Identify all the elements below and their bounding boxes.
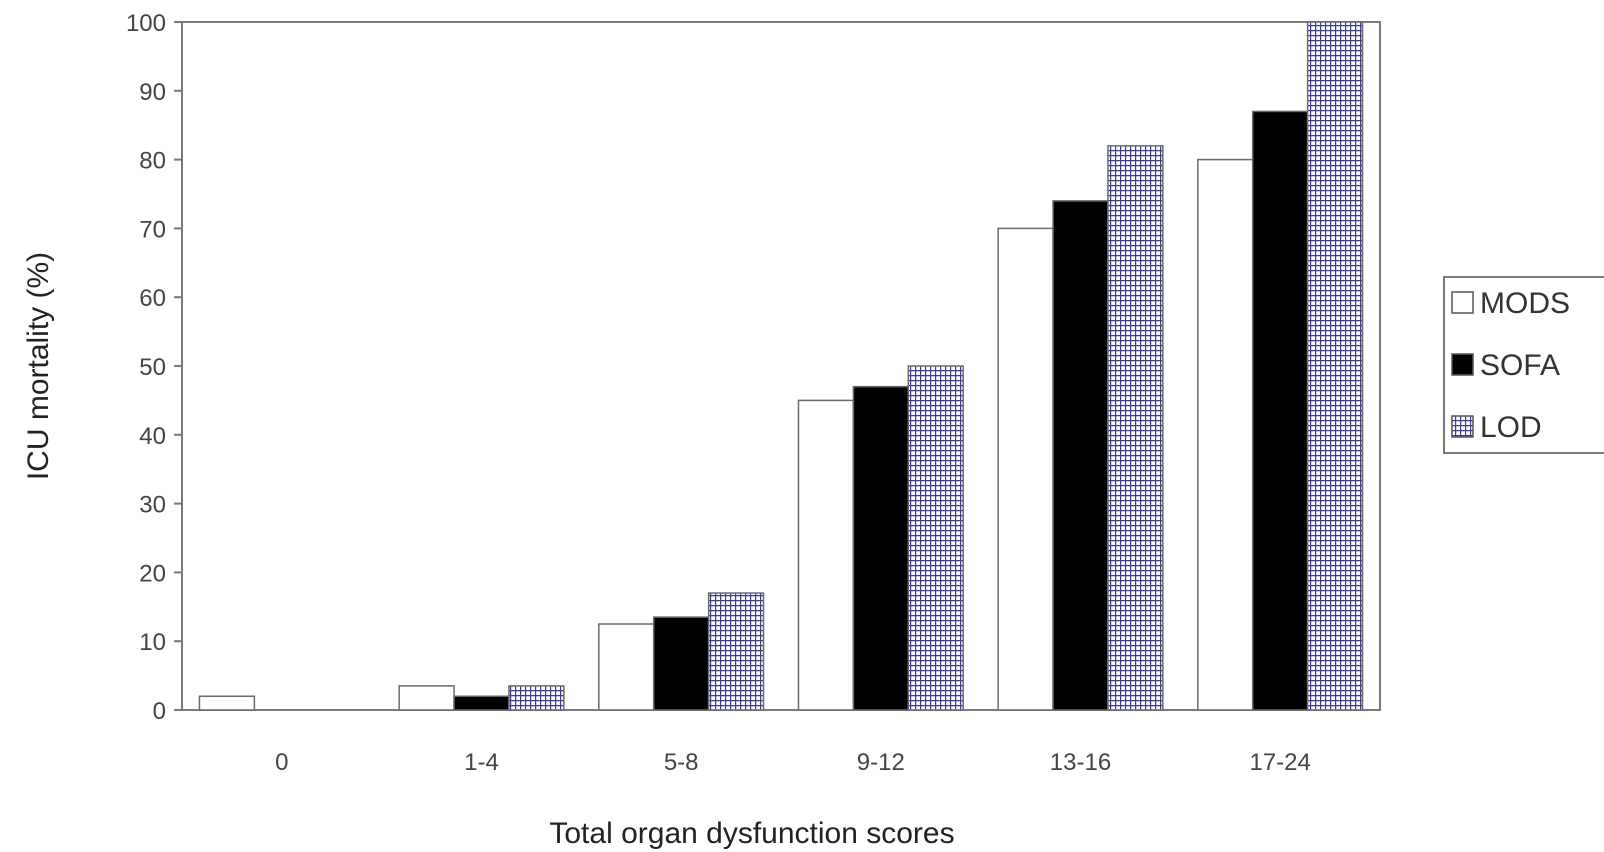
- x-axis: 0 1-4 5-8 9-12 13-16 17-24: [275, 749, 1311, 776]
- y-tick-label: 40: [139, 423, 166, 450]
- bar-lod: [907, 365, 964, 711]
- plot-area: [181, 21, 1381, 711]
- legend-label-mods: MODS: [1480, 287, 1570, 320]
- legend-swatch-mods: [1451, 291, 1474, 314]
- x-axis-title: Total organ dysfunction scores: [549, 817, 954, 850]
- bar-sofa: [1052, 200, 1109, 711]
- y-tick-label: 80: [139, 148, 166, 175]
- y-tick-label: 50: [139, 354, 166, 381]
- bar-mods: [598, 623, 655, 711]
- bar-lod: [508, 685, 565, 711]
- bar-mods: [1197, 158, 1254, 711]
- x-tick-label: 0: [275, 749, 288, 776]
- bar-sofa: [453, 695, 510, 711]
- y-tick-label: 60: [139, 285, 166, 312]
- legend-label-sofa: SOFA: [1480, 349, 1560, 382]
- bar-sofa: [652, 616, 710, 711]
- bar-mods: [997, 227, 1054, 711]
- bar-lod: [1107, 145, 1164, 711]
- bar-lod: [1306, 21, 1364, 711]
- bar-mods: [398, 685, 455, 711]
- y-axis: 0 10 20 30 40 50 60 70 80 90 100: [126, 10, 182, 725]
- y-tick-label: 70: [139, 216, 166, 243]
- bars: [198, 21, 1364, 711]
- bar-mods: [198, 695, 256, 711]
- y-tick-label: 90: [139, 79, 166, 106]
- x-tick-label: 5-8: [664, 749, 699, 776]
- x-tick-label: 9-12: [857, 749, 905, 776]
- legend-swatch-sofa: [1451, 353, 1474, 376]
- x-tick-label: 1-4: [464, 749, 499, 776]
- x-tick-label: 17-24: [1249, 749, 1310, 776]
- bar-lod: [707, 592, 765, 711]
- y-tick-label: 10: [139, 629, 166, 656]
- bar-mods: [797, 399, 855, 711]
- legend-swatch-lod: [1451, 415, 1474, 438]
- legend: MODS SOFA LOD: [1443, 276, 1604, 454]
- legend-label-lod: LOD: [1480, 411, 1542, 444]
- plot-frame: [181, 21, 1381, 711]
- bar-sofa: [1251, 110, 1309, 711]
- bar-sofa: [852, 385, 910, 711]
- x-tick-label: 13-16: [1050, 749, 1111, 776]
- y-tick-label: 30: [139, 492, 166, 519]
- y-tick-label: 0: [153, 698, 166, 725]
- y-tick-label: 100: [126, 10, 166, 37]
- y-tick-label: 20: [139, 560, 166, 587]
- y-axis-title: ICU mortality (%): [22, 252, 55, 480]
